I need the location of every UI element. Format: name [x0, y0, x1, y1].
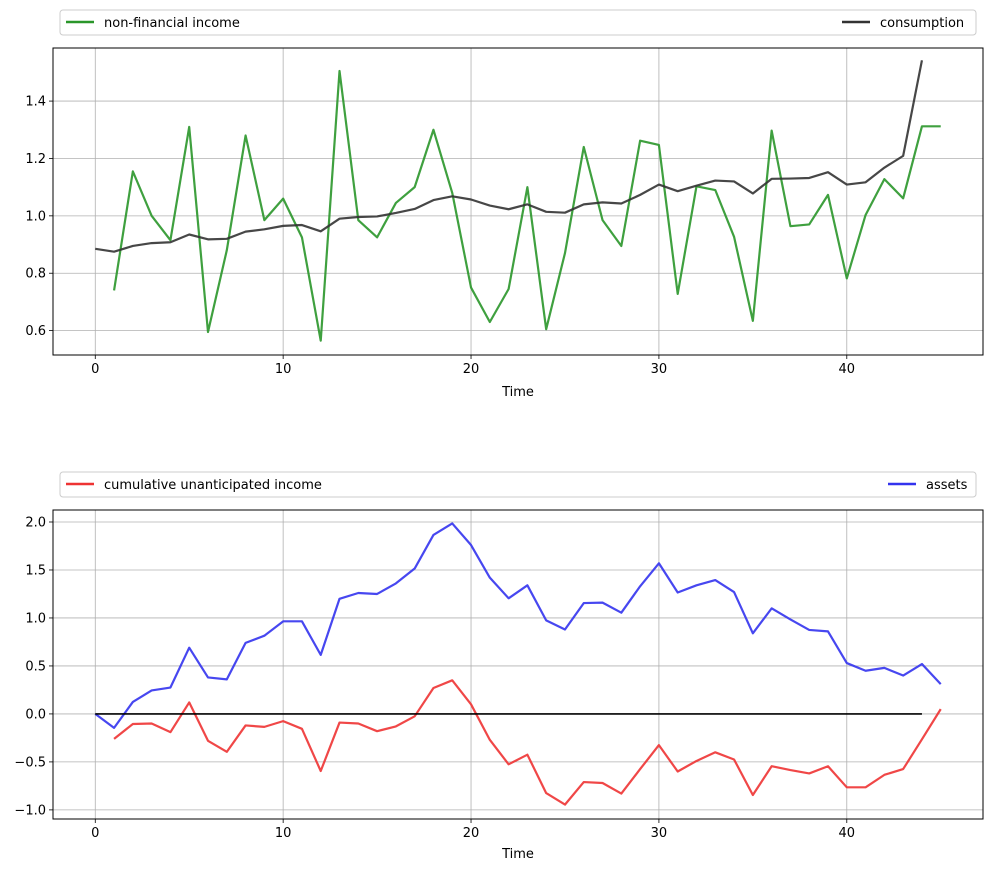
top-x-tick-label: 0: [91, 362, 99, 377]
bottom-x-tick-label: 20: [463, 826, 480, 841]
bottom-x-tick-label: 10: [275, 826, 292, 841]
bottom-x-ticks: 0 10 20 30 40: [91, 819, 855, 841]
bottom-y-tick-label: 0.5: [25, 659, 46, 674]
top-y-tick-label: 0.8: [25, 267, 46, 282]
top-y-tick-label: 1.0: [25, 209, 46, 224]
legend-label-assets: assets: [926, 478, 968, 493]
bottom-series: [94, 522, 942, 806]
series-line-consumption: [95, 60, 924, 253]
series-line-non-financial-income: [112, 69, 941, 342]
bottom-y-tick-label: −0.5: [14, 755, 46, 770]
legend-label-consumption: consumption: [880, 16, 964, 31]
bottom-panel: 0 10 20 30 40 −1.0 −0.5 0.0 0.5 1.0 1.5 2.0 Time c…: [14, 471, 984, 862]
top-x-tick-label: 40: [839, 362, 856, 377]
bottom-y-tick-label: −1.0: [14, 803, 46, 818]
top-legend: non-financial income consumption: [59, 9, 977, 36]
top-x-tick-label: 20: [463, 362, 480, 377]
top-x-ticks: 0 10 20 30 40: [91, 355, 855, 377]
bottom-x-axis-title: Time: [501, 847, 534, 862]
top-x-axis-title: Time: [501, 385, 534, 400]
legend-label-cumulative-unanticipated-income: cumulative unanticipated income: [104, 478, 322, 493]
bottom-legend: cumulative unanticipated income assets: [59, 471, 977, 498]
bottom-y-ticks: −1.0 −0.5 0.0 0.5 1.0 1.5 2.0: [14, 515, 53, 818]
legend-label-non-financial-income: non-financial income: [104, 16, 240, 31]
series-line-cumulative-unanticipated-income: [113, 679, 942, 806]
bottom-x-tick-label: 40: [839, 826, 856, 841]
top-plot-frame: [52, 47, 984, 356]
top-y-tick-label: 1.2: [25, 152, 46, 167]
bottom-x-tick-label: 30: [651, 826, 668, 841]
top-panel: 0 10 20 30 40 0.6 0.8 1.0 1.2 1.4 Time non-finan…: [25, 9, 984, 400]
bottom-gridlines: [53, 510, 983, 819]
bottom-x-tick-label: 0: [91, 826, 99, 841]
top-y-ticks: 0.6 0.8 1.0 1.2 1.4: [25, 95, 53, 339]
series-line-assets: [94, 522, 942, 729]
top-x-tick-label: 10: [275, 362, 292, 377]
top-x-tick-label: 30: [651, 362, 668, 377]
bottom-y-tick-label: 1.5: [25, 563, 46, 578]
top-y-tick-label: 0.6: [25, 324, 46, 339]
top-series: [95, 60, 941, 342]
bottom-legend-frame: [59, 471, 977, 498]
bottom-y-tick-label: 0.0: [25, 707, 46, 722]
bottom-y-tick-label: 2.0: [25, 515, 46, 530]
bottom-y-tick-label: 1.0: [25, 611, 46, 626]
bottom-plot-frame: [52, 509, 984, 820]
top-legend-frame: [59, 9, 977, 36]
top-y-tick-label: 1.4: [25, 95, 46, 110]
top-gridlines: [53, 48, 983, 355]
